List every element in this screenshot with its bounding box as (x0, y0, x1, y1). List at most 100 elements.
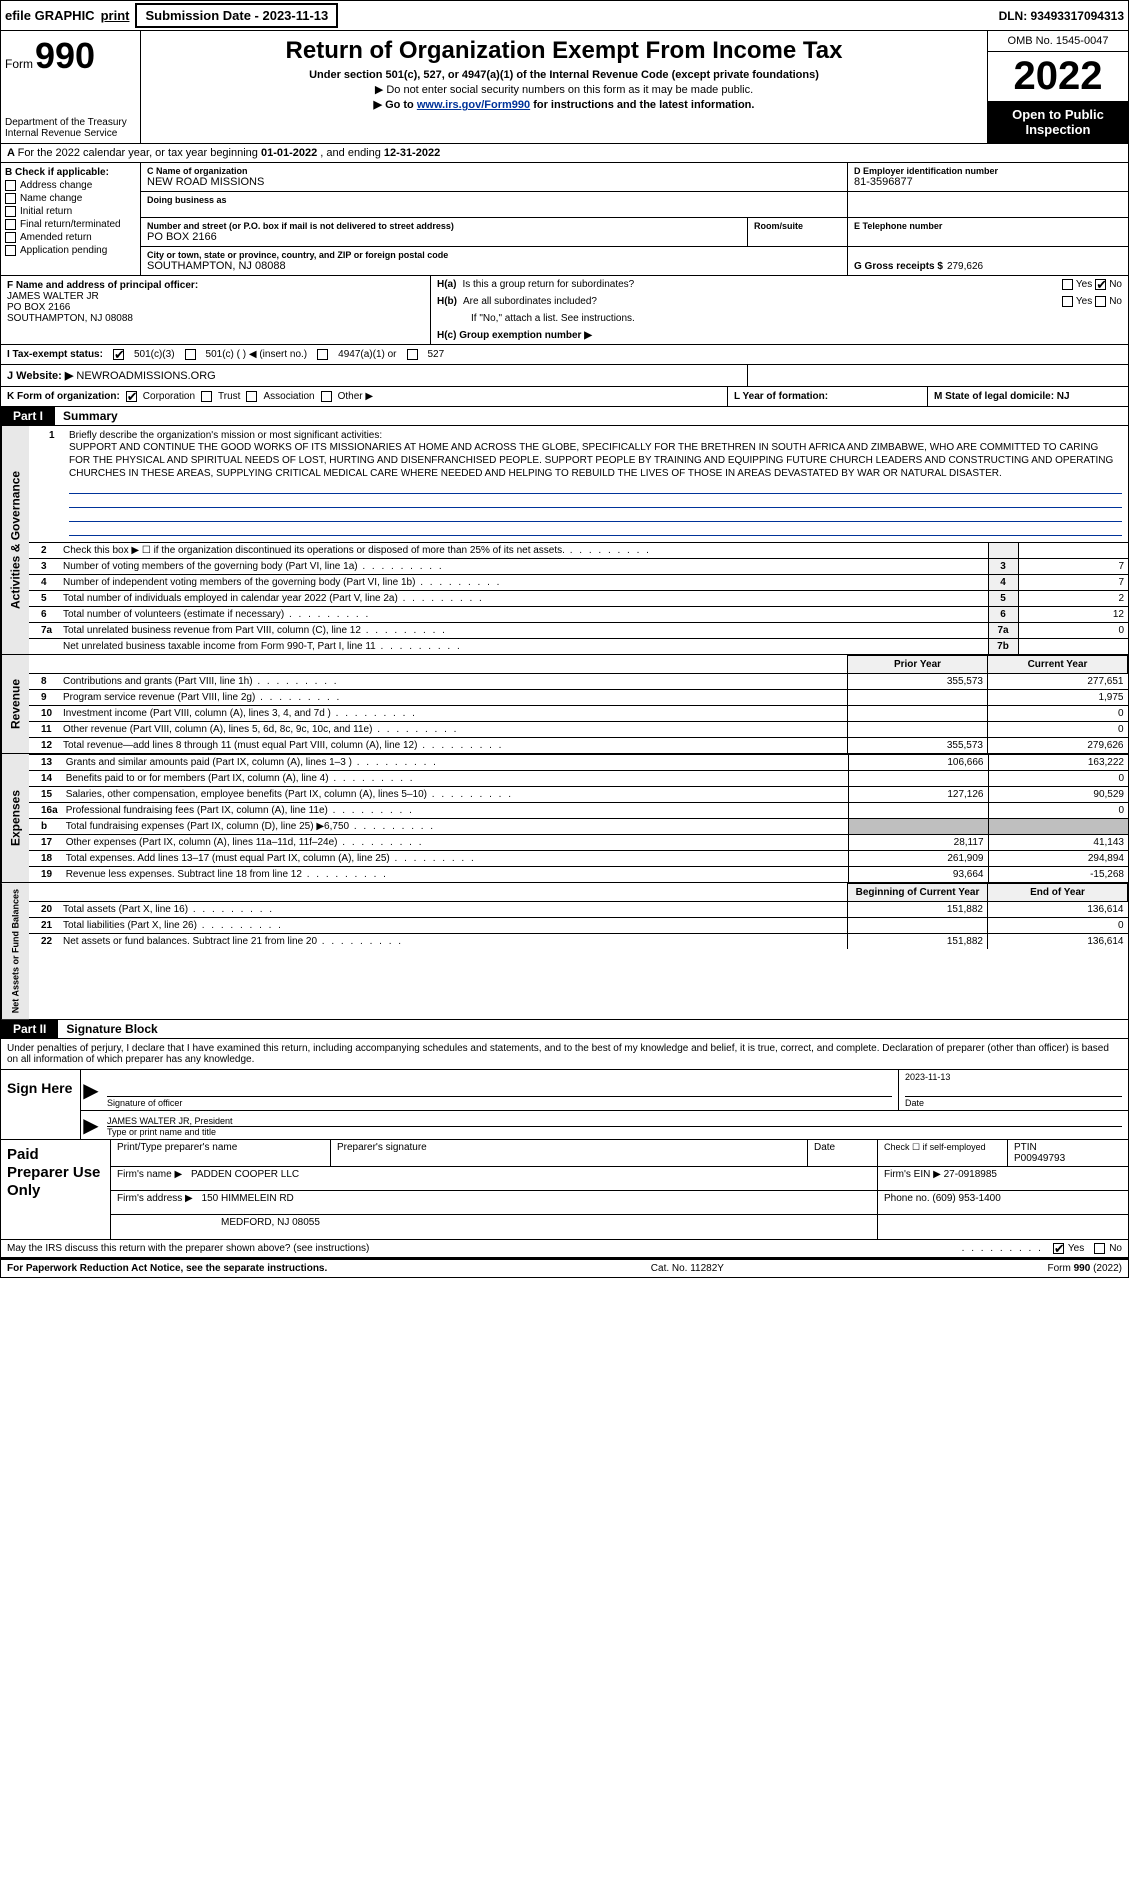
sign-date: 2023-11-13 (905, 1072, 1122, 1082)
city-state-zip: SOUTHAMPTON, NJ 08088 (147, 260, 841, 272)
mission-text: SUPPORT AND CONTINUE THE GOOD WORKS OF I… (69, 441, 1122, 480)
ein: 81-3596877 (854, 176, 1122, 188)
state-domicile: M State of legal domicile: NJ (934, 391, 1070, 402)
blue-line (69, 482, 1122, 494)
gov-row: 6Total number of volunteers (estimate if… (29, 607, 1128, 623)
col-b-checkboxes: B Check if applicable: Address change Na… (1, 163, 141, 275)
part-2-header: Part II Signature Block (0, 1020, 1129, 1039)
irs-link[interactable]: www.irs.gov/Form990 (417, 99, 530, 111)
website: NEWROADMISSIONS.ORG (76, 370, 215, 382)
open-public-badge: Open to Public Inspection (988, 101, 1128, 143)
fin-row: 21Total liabilities (Part X, line 26)0 (29, 918, 1128, 934)
row-a-text: For the 2022 calendar year, or tax year … (18, 147, 441, 159)
fin-row: 19Revenue less expenses. Subtract line 1… (29, 867, 1128, 883)
gov-row: 2Check this box ▶ ☐ if the organization … (29, 543, 1128, 559)
fin-row: 16aProfessional fundraising fees (Part I… (29, 803, 1128, 819)
firm-name: PADDEN COOPER LLC (191, 1169, 299, 1180)
chk-trust[interactable] (201, 391, 212, 402)
chk-application-pending[interactable] (5, 245, 16, 256)
expenses-table: 13Grants and similar amounts paid (Part … (29, 754, 1128, 882)
print-link[interactable]: print (101, 8, 130, 23)
form-number: Form 990 (5, 35, 136, 77)
fin-row: 18Total expenses. Add lines 13–17 (must … (29, 851, 1128, 867)
fin-row: 14Benefits paid to or for members (Part … (29, 771, 1128, 787)
paid-preparer-section: Paid Preparer Use Only Print/Type prepar… (0, 1140, 1129, 1240)
part-1-body: Activities & Governance 1 Briefly descri… (0, 426, 1129, 1020)
chk-final-return[interactable] (5, 219, 16, 230)
chk-address-change[interactable] (5, 180, 16, 191)
gov-row: 3Number of voting members of the governi… (29, 559, 1128, 575)
fin-row: 20Total assets (Part X, line 16)151,8821… (29, 902, 1128, 918)
fin-row: 22Net assets or fund balances. Subtract … (29, 934, 1128, 950)
footer: For Paperwork Reduction Act Notice, see … (0, 1258, 1129, 1278)
sign-arrow-icon-2: ▶ (81, 1111, 101, 1139)
tax-year: 2022 (988, 52, 1128, 101)
chk-501c[interactable] (185, 349, 196, 360)
vert-expenses: Expenses (1, 754, 29, 882)
vert-revenue: Revenue (1, 655, 29, 753)
signature-of-officer-label: Signature of officer (107, 1096, 892, 1108)
chk-assoc[interactable] (246, 391, 257, 402)
gross-receipts: 279,626 (947, 261, 983, 272)
fin-row: 11Other revenue (Part VIII, column (A), … (29, 722, 1128, 738)
vert-net-assets: Net Assets or Fund Balances (1, 883, 29, 1019)
signature-intro: Under penalties of perjury, I declare th… (0, 1039, 1129, 1070)
officer-printed-name: JAMES WALTER JR, President (107, 1116, 1122, 1127)
dln-label: DLN: 93493317094313 (999, 9, 1124, 23)
form-title: Return of Organization Exempt From Incom… (151, 37, 977, 65)
fin-row: 9Program service revenue (Part VIII, lin… (29, 690, 1128, 706)
fin-row: 8Contributions and grants (Part VIII, li… (29, 674, 1128, 690)
ptin: P00949793 (1014, 1153, 1122, 1164)
ha-yes[interactable] (1062, 279, 1073, 290)
hb-no[interactable] (1095, 296, 1106, 307)
fin-row: 13Grants and similar amounts paid (Part … (29, 755, 1128, 771)
chk-initial-return[interactable] (5, 206, 16, 217)
h-a-label: H(a) (437, 279, 456, 290)
top-bar: efile GRAPHIC print Submission Date - 20… (0, 0, 1129, 31)
section-bcde: B Check if applicable: Address change Na… (0, 163, 1129, 276)
gov-row: Net unrelated business taxable income fr… (29, 639, 1128, 655)
fin-row: 15Salaries, other compensation, employee… (29, 787, 1128, 803)
revenue-table: Prior Year Current Year 8Contributions a… (29, 655, 1128, 753)
omb-number: OMB No. 1545-0047 (988, 31, 1128, 52)
street-address: PO BOX 2166 (147, 231, 741, 243)
firm-phone: (609) 953-1400 (932, 1193, 1000, 1204)
row-i-exempt-status: I Tax-exempt status: 501(c)(3) 501(c) ( … (0, 345, 1129, 365)
subtitle-3: ▶ Go to www.irs.gov/Form990 for instruct… (151, 98, 977, 111)
fin-row: 12Total revenue—add lines 8 through 11 (… (29, 738, 1128, 754)
form-header: Form 990 Department of the Treasury Inte… (0, 31, 1129, 144)
officer-name: JAMES WALTER JR (7, 291, 424, 302)
dept-label: Department of the Treasury Internal Reve… (5, 117, 136, 139)
fin-row: 17Other expenses (Part IX, column (A), l… (29, 835, 1128, 851)
ha-no[interactable] (1095, 279, 1106, 290)
chk-501c3[interactable] (113, 349, 124, 360)
row-klm: K Form of organization: Corporation Trus… (0, 387, 1129, 407)
row-a-tax-year: A A For the 2022 calendar year, or tax y… (0, 144, 1129, 163)
efile-label: efile GRAPHIC (5, 8, 95, 23)
chk-name-change[interactable] (5, 193, 16, 204)
org-name: NEW ROAD MISSIONS (147, 176, 841, 188)
firm-address-2: MEDFORD, NJ 08055 (221, 1217, 320, 1228)
section-fh: F Name and address of principal officer:… (0, 276, 1129, 345)
subtitle-1: Under section 501(c), 527, or 4947(a)(1)… (151, 69, 977, 81)
mission-intro: Briefly describe the organization's miss… (69, 430, 1122, 441)
submission-date-box: Submission Date - 2023-11-13 (135, 3, 338, 28)
part-1-header: Part I Summary (0, 407, 1129, 426)
sign-here-section: Sign Here ▶ Signature of officer 2023-11… (0, 1070, 1129, 1140)
discuss-no[interactable] (1094, 1243, 1105, 1254)
chk-corp[interactable] (126, 391, 137, 402)
chk-other[interactable] (321, 391, 332, 402)
chk-amended[interactable] (5, 232, 16, 243)
chk-527[interactable] (407, 349, 418, 360)
subtitle-2: ▶ Do not enter social security numbers o… (151, 83, 977, 96)
firm-ein: 27-0918985 (944, 1169, 997, 1180)
sign-arrow-icon: ▶ (81, 1070, 101, 1110)
discuss-yes[interactable] (1053, 1243, 1064, 1254)
hb-yes[interactable] (1062, 296, 1073, 307)
firm-address-1: 150 HIMMELEIN RD (202, 1193, 294, 1204)
fin-row: bTotal fundraising expenses (Part IX, co… (29, 819, 1128, 835)
net-assets-table: Beginning of Current Year End of Year 20… (29, 883, 1128, 949)
gov-row: 4Number of independent voting members of… (29, 575, 1128, 591)
chk-4947[interactable] (317, 349, 328, 360)
gov-row: 5Total number of individuals employed in… (29, 591, 1128, 607)
